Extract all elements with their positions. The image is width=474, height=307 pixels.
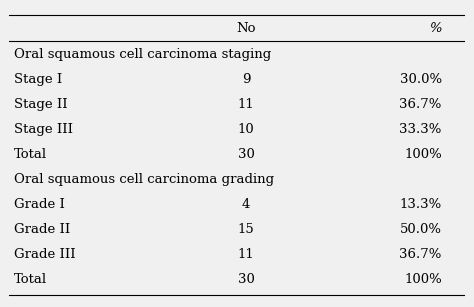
Text: %: %	[429, 22, 442, 35]
Text: Oral squamous cell carcinoma staging: Oral squamous cell carcinoma staging	[14, 49, 271, 61]
Text: No: No	[237, 22, 256, 35]
Text: 100%: 100%	[404, 274, 442, 286]
Text: Oral squamous cell carcinoma grading: Oral squamous cell carcinoma grading	[14, 173, 274, 186]
Text: 100%: 100%	[404, 149, 442, 161]
Text: Stage II: Stage II	[14, 99, 68, 111]
Text: 36.7%: 36.7%	[400, 248, 442, 262]
Text: 36.7%: 36.7%	[400, 99, 442, 111]
Text: Grade III: Grade III	[14, 248, 76, 262]
Text: 9: 9	[242, 73, 250, 87]
Text: 30: 30	[237, 149, 255, 161]
Text: 13.3%: 13.3%	[400, 198, 442, 212]
Text: Stage I: Stage I	[14, 73, 62, 87]
Text: 30: 30	[237, 274, 255, 286]
Text: Total: Total	[14, 274, 47, 286]
Text: 50.0%: 50.0%	[400, 223, 442, 236]
Text: Stage III: Stage III	[14, 123, 73, 137]
Text: 15: 15	[238, 223, 255, 236]
Text: 11: 11	[238, 99, 255, 111]
Text: 11: 11	[238, 248, 255, 262]
Text: Grade I: Grade I	[14, 198, 65, 212]
Text: Total: Total	[14, 149, 47, 161]
Text: 4: 4	[242, 198, 250, 212]
Text: 30.0%: 30.0%	[400, 73, 442, 87]
Text: 10: 10	[238, 123, 255, 137]
Text: Grade II: Grade II	[14, 223, 70, 236]
Text: 33.3%: 33.3%	[400, 123, 442, 137]
